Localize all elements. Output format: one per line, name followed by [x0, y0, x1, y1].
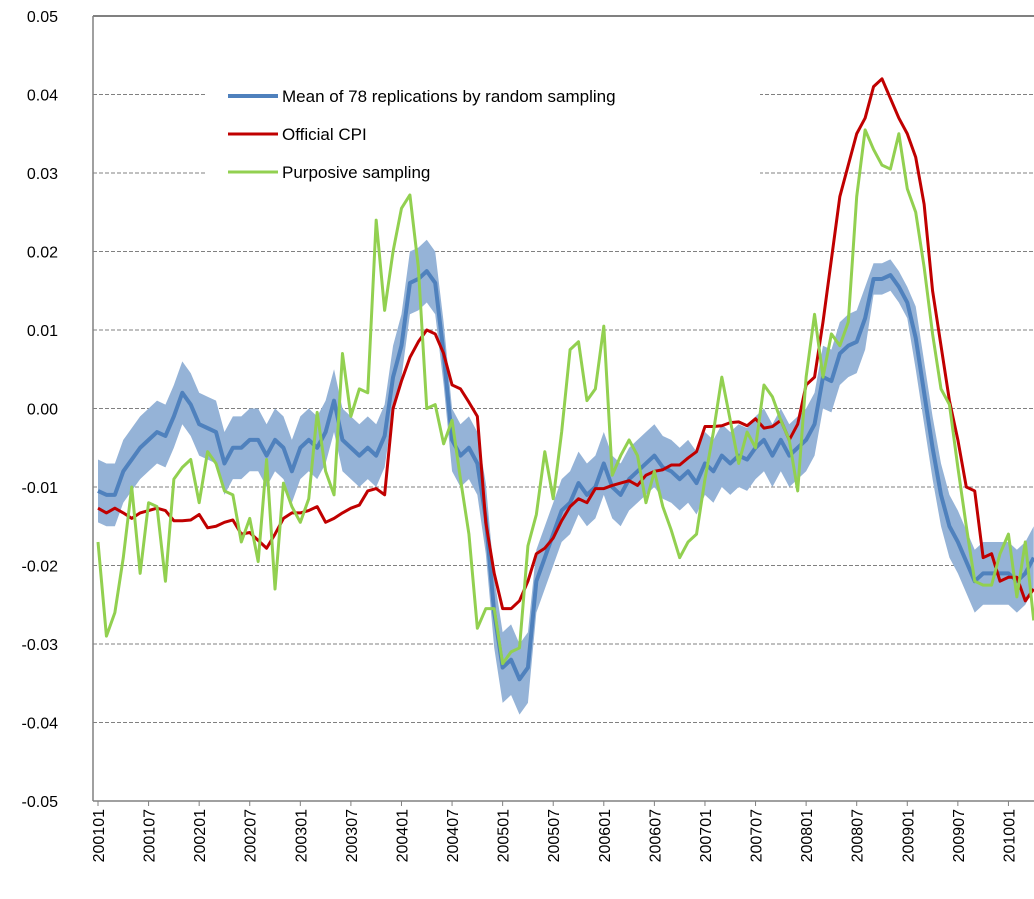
x-tick-label: 200707	[749, 809, 766, 862]
x-tick-label: 200307	[344, 809, 361, 862]
x-tick-label: 200801	[799, 809, 816, 862]
y-tick-label: 0.01	[27, 323, 58, 340]
x-tick-label: 200407	[445, 809, 462, 862]
y-tick-label: -0.05	[22, 794, 59, 811]
legend-label: Purposive sampling	[282, 163, 430, 182]
x-tick-label: 200107	[142, 809, 159, 862]
x-tick-label: 200607	[647, 809, 664, 862]
legend-label: Official CPI	[282, 125, 367, 144]
x-tick-label: 200907	[951, 809, 968, 862]
y-tick-label: -0.04	[22, 716, 59, 733]
x-tick-label: 200901	[900, 809, 917, 862]
x-tick-label: 201001	[1001, 809, 1018, 862]
confidence-band	[98, 239, 1034, 715]
x-tick-label: 200207	[243, 809, 260, 862]
y-tick-label: -0.02	[22, 559, 59, 576]
y-tick-label: 0.02	[27, 245, 58, 262]
x-tick-label: 200507	[546, 809, 563, 862]
series-line	[96, 128, 1034, 666]
x-tick-label: 200101	[91, 809, 108, 862]
legend-label: Mean of 78 replications by random sampli…	[282, 87, 616, 106]
x-tick-label: 200701	[698, 809, 715, 862]
y-tick-label: -0.03	[22, 637, 59, 654]
y-tick-label: -0.01	[22, 480, 59, 497]
x-tick-label: 200501	[496, 809, 513, 862]
x-tick-label: 200601	[597, 809, 614, 862]
legend-box	[205, 78, 760, 186]
x-tick-label: 200807	[850, 809, 867, 862]
x-tick-label: 200201	[192, 809, 209, 862]
y-tick-label: 0.00	[27, 402, 58, 419]
y-tick-label: 0.03	[27, 166, 58, 183]
series-line	[97, 269, 1034, 682]
y-tick-label: 0.05	[27, 9, 58, 26]
x-tick-label: 200401	[394, 809, 411, 862]
y-tick-label: 0.04	[27, 88, 58, 105]
x-tick-label: 200301	[293, 809, 310, 862]
